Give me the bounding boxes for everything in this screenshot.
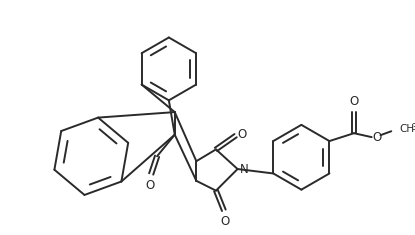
Text: CH: CH xyxy=(399,124,414,134)
Text: O: O xyxy=(237,128,247,141)
Text: O: O xyxy=(146,179,155,192)
Text: O: O xyxy=(220,215,229,228)
Text: N: N xyxy=(239,163,248,176)
Text: O: O xyxy=(349,95,359,108)
Text: O: O xyxy=(373,131,382,144)
Text: 3: 3 xyxy=(411,123,415,132)
